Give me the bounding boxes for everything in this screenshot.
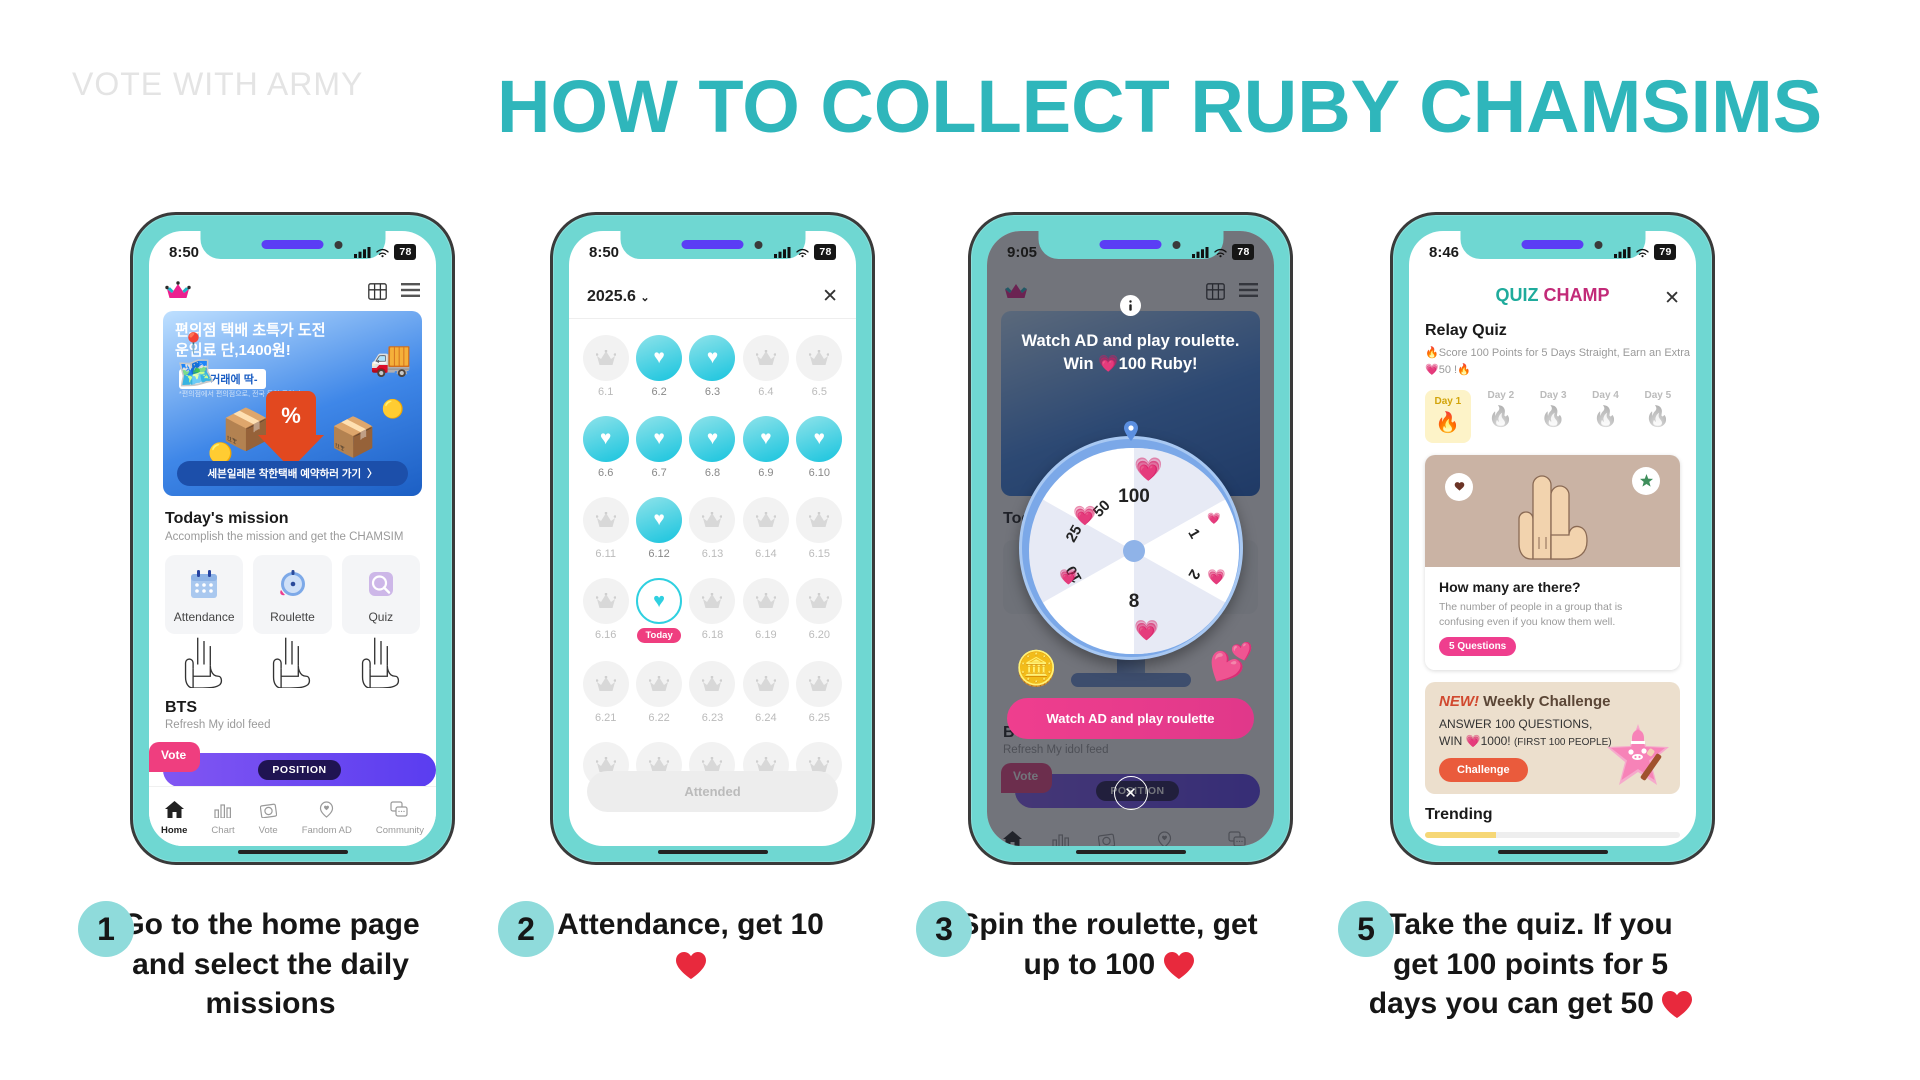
svg-text:💗: 💗 bbox=[1134, 456, 1163, 482]
svg-text:%: % bbox=[281, 403, 301, 428]
svg-text:8: 8 bbox=[1128, 591, 1139, 612]
svg-text:💗: 💗 bbox=[1207, 568, 1226, 586]
svg-text:💗: 💗 bbox=[1073, 505, 1097, 527]
svg-text:💗: 💗 bbox=[1059, 568, 1078, 586]
svg-text:100: 100 bbox=[1118, 486, 1150, 507]
svg-text:💗: 💗 bbox=[1134, 619, 1159, 642]
svg-text:💗: 💗 bbox=[1207, 512, 1221, 525]
